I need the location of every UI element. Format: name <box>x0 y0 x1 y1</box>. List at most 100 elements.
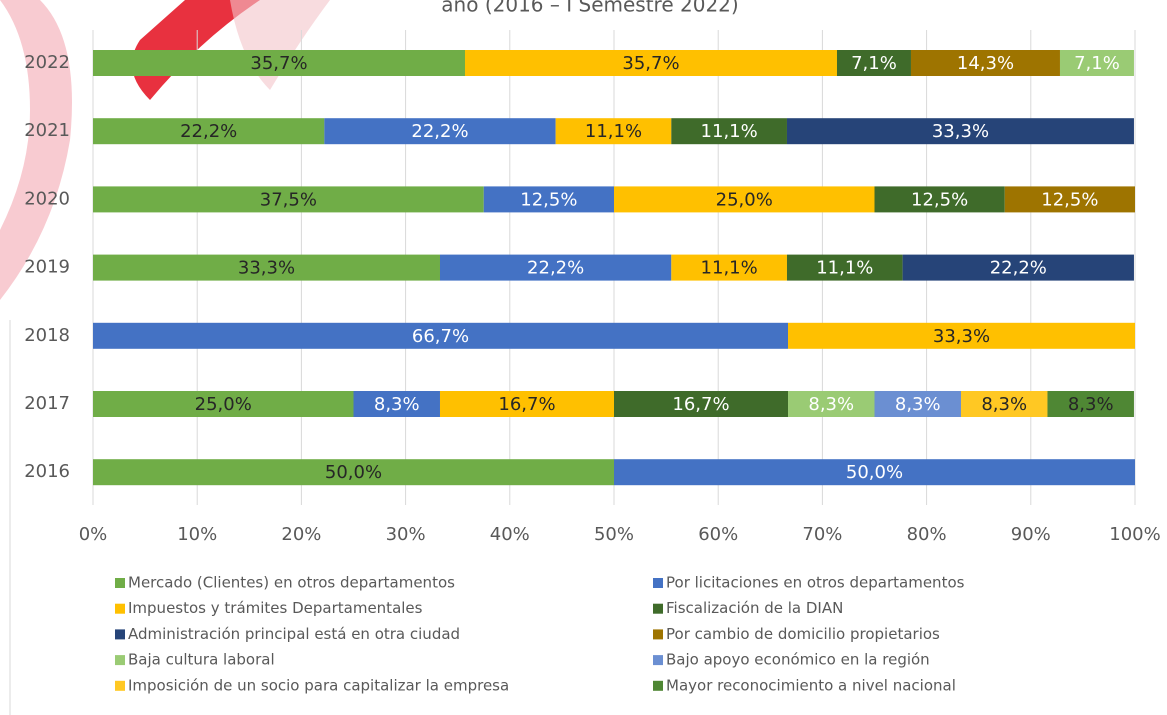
data-label: 8,3% <box>808 394 854 415</box>
data-label: 33,3% <box>238 258 295 279</box>
bar-segment <box>1004 186 1135 213</box>
legend-label: Por licitaciones en otros departamentos <box>666 574 965 592</box>
legend-marker <box>115 680 125 691</box>
y-tick-label: 2022 <box>24 52 70 73</box>
bar-segment <box>464 50 837 76</box>
bar-segment <box>788 322 1135 349</box>
bar-segment <box>555 118 672 145</box>
legend-label: Administración principal está en otra ci… <box>128 625 460 643</box>
data-label: 8,3% <box>374 394 420 415</box>
data-label: 11,1% <box>701 258 758 279</box>
y-tick-label: 2021 <box>24 120 70 141</box>
bar-segment <box>614 459 1135 486</box>
data-label: 11,1% <box>816 258 873 279</box>
data-label: 16,7% <box>498 394 555 415</box>
data-label: 12,5% <box>1041 189 1098 210</box>
data-label: 33,3% <box>932 121 989 142</box>
data-label: 50,0% <box>846 462 903 483</box>
data-label: 8,3% <box>981 394 1027 415</box>
bar-segment <box>483 186 614 213</box>
data-label: 37,5% <box>260 189 317 210</box>
data-label: 50,0% <box>325 462 382 483</box>
bar-segment <box>93 50 465 76</box>
data-label: 8,3% <box>1068 394 1114 415</box>
bar-segment <box>439 254 672 281</box>
bar-segment <box>324 118 556 145</box>
bar-segment <box>902 254 1134 281</box>
bar-segment <box>836 50 911 76</box>
bar-segment <box>874 391 961 417</box>
data-label: 66,7% <box>412 326 469 347</box>
decor <box>0 0 72 300</box>
bar-segment <box>1047 391 1134 417</box>
legend-marker <box>653 629 663 640</box>
data-label: 8,3% <box>895 394 941 415</box>
bar-segment <box>93 459 614 486</box>
legend-label: Mayor reconocimiento a nivel nacional <box>666 676 956 694</box>
y-tick-label: 2016 <box>24 461 70 482</box>
data-label: 25,0% <box>195 394 252 415</box>
data-label: 25,0% <box>716 189 773 210</box>
chart-title: año (2016 – I Semestre 2022) <box>441 0 738 17</box>
data-label: 33,3% <box>933 326 990 347</box>
legend-marker <box>653 578 663 588</box>
bar-segment <box>93 118 325 145</box>
data-label: 22,2% <box>990 258 1047 279</box>
bar-segment <box>353 391 440 417</box>
legend-marker <box>115 603 125 614</box>
data-label: 14,3% <box>957 53 1014 74</box>
legend-label: Imposición de un socio para capitalizar … <box>128 676 509 694</box>
bar-segment <box>910 50 1060 76</box>
decor <box>230 0 330 90</box>
data-label: 22,2% <box>180 121 237 142</box>
data-label: 7,1% <box>851 53 897 74</box>
bar-segment <box>93 322 789 349</box>
x-tick-label: 80% <box>907 524 947 545</box>
legend-marker <box>653 655 663 666</box>
bar-segment <box>1059 50 1134 76</box>
bar-segment <box>439 391 614 417</box>
data-label: 35,7% <box>250 53 307 74</box>
legend-marker <box>115 578 125 588</box>
bar-segment <box>786 254 903 281</box>
x-tick-label: 90% <box>1011 524 1051 545</box>
x-tick-label: 60% <box>698 524 738 545</box>
data-label: 12,5% <box>911 189 968 210</box>
bar-segment <box>93 254 440 281</box>
x-tick-label: 0% <box>79 524 108 545</box>
y-tick-label: 2019 <box>24 257 70 278</box>
bar-segment <box>874 186 1005 213</box>
x-tick-label: 50% <box>594 524 634 545</box>
legend-marker <box>653 603 663 614</box>
bar-segment <box>93 186 484 213</box>
data-label: 11,1% <box>701 121 758 142</box>
data-label: 22,2% <box>527 258 584 279</box>
bar-segment <box>93 391 354 417</box>
legend-label: Por cambio de domicilio propietarios <box>666 625 940 643</box>
data-label: 12,5% <box>520 189 577 210</box>
bar-segment <box>671 118 787 145</box>
data-label: 22,2% <box>411 121 468 142</box>
legend-marker <box>115 655 125 666</box>
y-tick-label: 2020 <box>24 188 70 209</box>
data-label: 35,7% <box>622 53 679 74</box>
legend-label: Mercado (Clientes) en otros departamento… <box>128 574 455 592</box>
bar-segment <box>614 391 789 417</box>
x-tick-label: 70% <box>802 524 842 545</box>
legend-label: Fiscalización de la DIAN <box>666 599 843 617</box>
x-tick-label: 10% <box>177 524 217 545</box>
bar-segment <box>960 391 1048 417</box>
x-tick-label: 40% <box>490 524 530 545</box>
legend-marker <box>653 680 663 691</box>
x-tick-label: 30% <box>386 524 426 545</box>
data-label: 16,7% <box>672 394 729 415</box>
legend-label: Impuestos y trámites Departamentales <box>128 599 423 617</box>
bar-segment <box>671 254 787 281</box>
legend-label: Baja cultura laboral <box>128 651 275 669</box>
legend-label: Bajo apoyo económico en la región <box>666 651 930 669</box>
y-tick-label: 2018 <box>24 325 70 346</box>
bar-segment <box>786 118 1134 145</box>
legend-marker <box>115 629 125 640</box>
bar-segment <box>614 186 875 213</box>
